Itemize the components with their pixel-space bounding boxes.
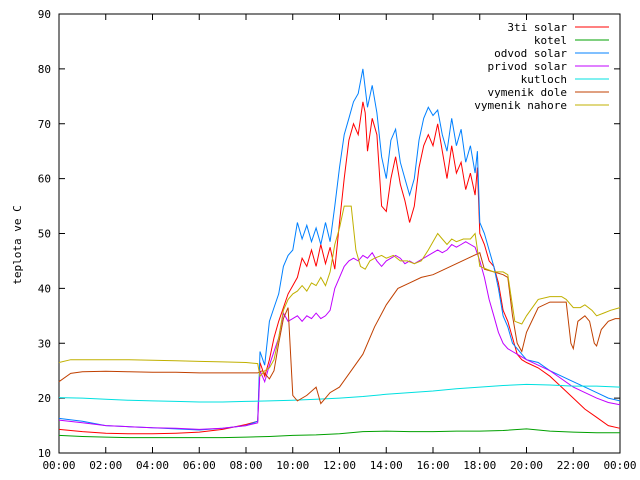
x-tick-label: 02:00 <box>89 459 122 472</box>
y-tick-label: 80 <box>38 63 51 76</box>
y-tick-label: 40 <box>38 282 51 295</box>
legend-label: 3ti solar <box>507 21 567 34</box>
x-tick-label: 10:00 <box>276 459 309 472</box>
y-tick-label: 20 <box>38 392 51 405</box>
x-tick-label: 20:00 <box>510 459 543 472</box>
y-tick-label: 70 <box>38 118 51 131</box>
series-lines <box>58 68 621 439</box>
legend-label: privod solar <box>488 60 568 73</box>
x-tick-label: 00:00 <box>603 459 636 472</box>
x-tick-label: 06:00 <box>183 459 216 472</box>
y-tick-label: 10 <box>38 447 51 460</box>
y-tick-label: 90 <box>38 8 51 21</box>
y-tick-label: 50 <box>38 228 51 241</box>
legend-label: vymenik dole <box>488 86 567 99</box>
series-line-odvod-solar <box>58 68 621 431</box>
x-tick-label: 22:00 <box>557 459 590 472</box>
y-tick-label: 30 <box>38 337 51 350</box>
x-tick-label: 12:00 <box>323 459 356 472</box>
x-tick-label: 16:00 <box>416 459 449 472</box>
legend-label: vymenik nahore <box>474 99 567 112</box>
axis-ticks <box>58 13 621 454</box>
series-line-kutloch <box>58 383 621 403</box>
x-tick-label: 04:00 <box>136 459 169 472</box>
series-line-kotel <box>58 428 620 439</box>
series-line-3ti-solar <box>58 101 621 435</box>
legend-label: kotel <box>534 34 567 47</box>
x-tick-label: 08:00 <box>229 459 262 472</box>
legend-label: odvod solar <box>494 47 567 60</box>
x-tick-labels: 00:00 02:00 04:00 06:00 08:00 10:00 12:00 14:00… <box>42 459 636 472</box>
legend-label: kutloch <box>521 73 567 86</box>
x-tick-label: 14:00 <box>370 459 403 472</box>
series-line-vymenik-nahore <box>58 205 621 378</box>
x-tick-label: 00:00 <box>42 459 75 472</box>
y-tick-label: 60 <box>38 173 51 186</box>
y-axis-label: teplota ve C <box>11 205 24 284</box>
series-line-privod-solar <box>58 241 621 430</box>
x-tick-label: 18:00 <box>463 459 496 472</box>
series-line-vymenik-dole <box>58 251 620 405</box>
y-tick-labels: 10 20 30 40 50 60 70 80 90 <box>38 8 51 460</box>
